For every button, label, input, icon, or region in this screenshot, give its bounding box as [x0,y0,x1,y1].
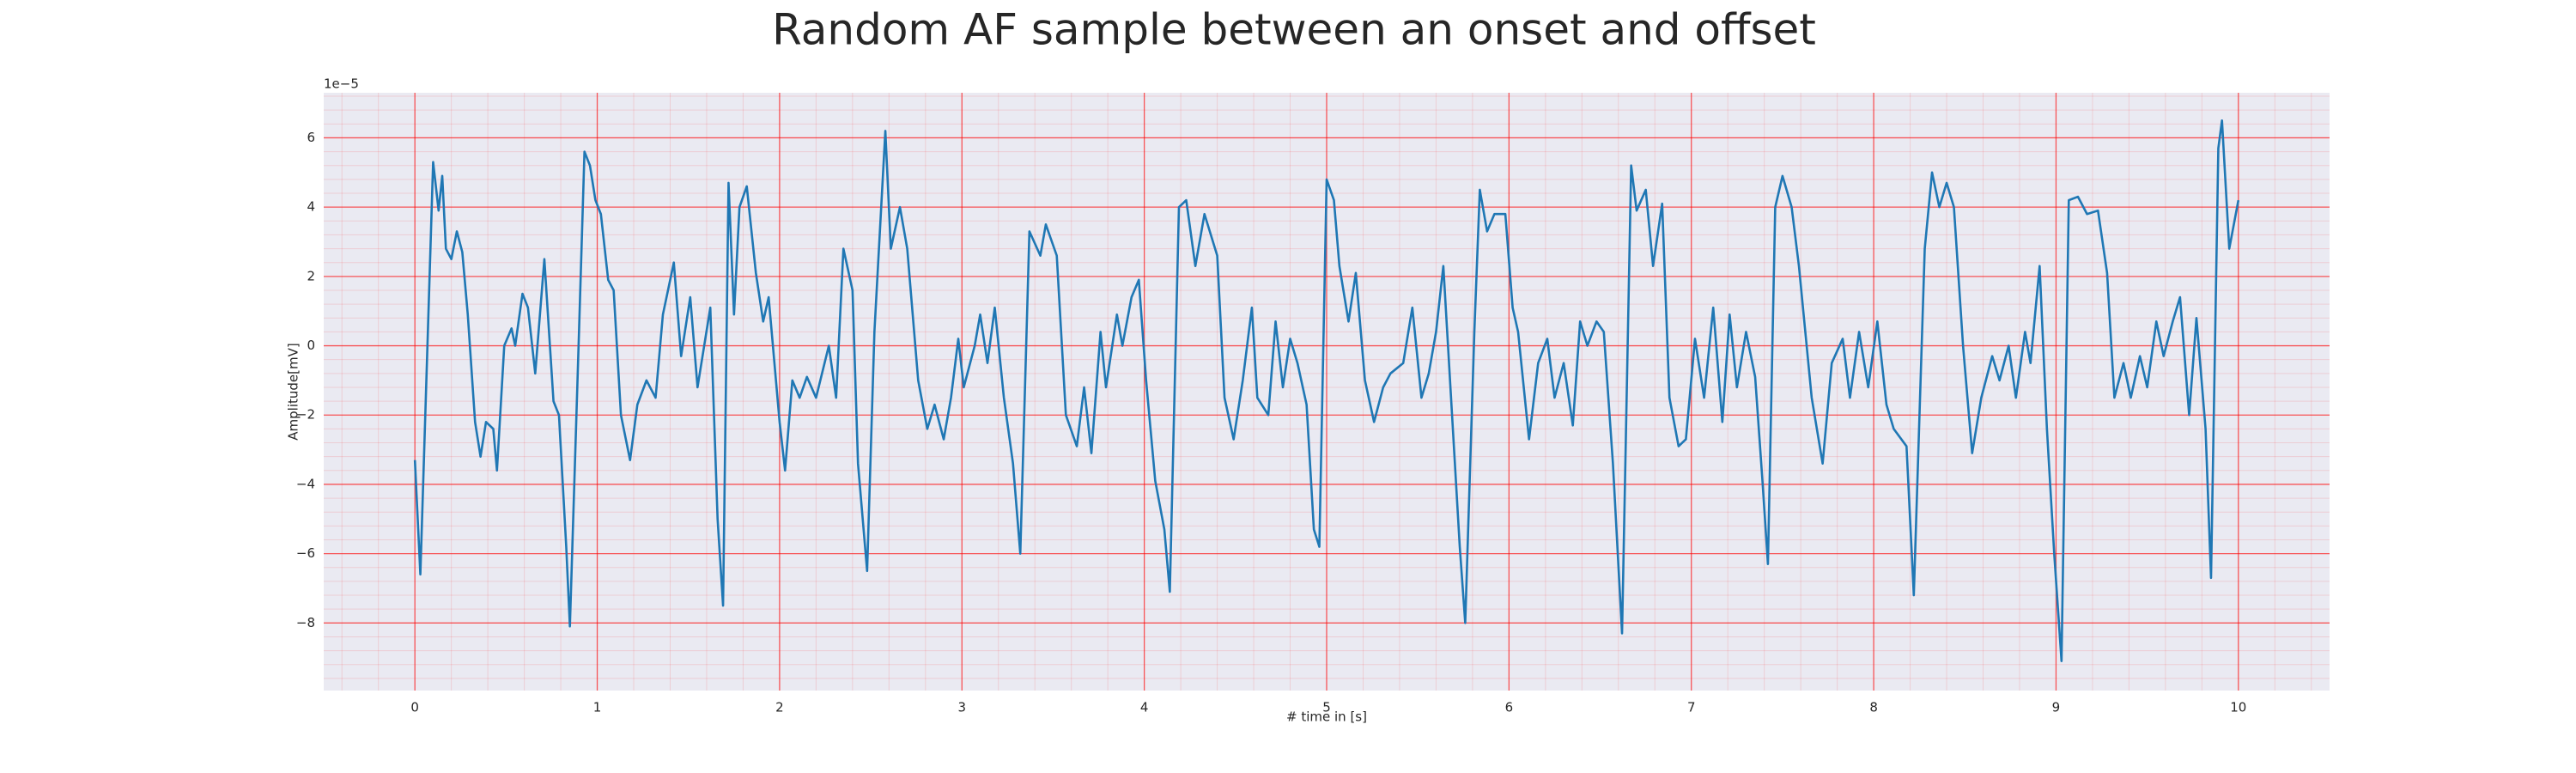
y-tick-label: 2 [307,268,315,283]
x-tick-label: 6 [1505,700,1514,715]
x-tick-label: 0 [410,700,419,715]
y-tick-label: 0 [307,338,315,353]
x-tick-label: 1 [593,700,602,715]
x-axis-label: # time in [s] [1286,709,1367,725]
y-tick-label: 6 [307,130,315,145]
x-tick-label: 5 [1322,700,1331,715]
y-tick-label: −4 [296,476,315,491]
chart-title: Random AF sample between an onset and of… [772,5,1816,55]
x-tick-label: 9 [2052,700,2061,715]
y-tick-label: −8 [296,615,315,630]
x-tick-label: 2 [775,700,784,715]
y-tick-label: −2 [296,407,315,423]
x-tick-label: 4 [1140,700,1149,715]
x-tick-label: 7 [1687,700,1696,715]
y-tick-label: 4 [307,199,315,215]
x-tick-label: 8 [1869,700,1878,715]
y-axis-label: Amplitude[mV] [286,343,301,440]
x-tick-label: 10 [2230,700,2246,715]
y-offset-text: 1e−5 [324,76,359,92]
x-tick-label: 3 [957,700,966,715]
data-line [413,119,2240,662]
y-tick-label: −6 [296,545,315,561]
